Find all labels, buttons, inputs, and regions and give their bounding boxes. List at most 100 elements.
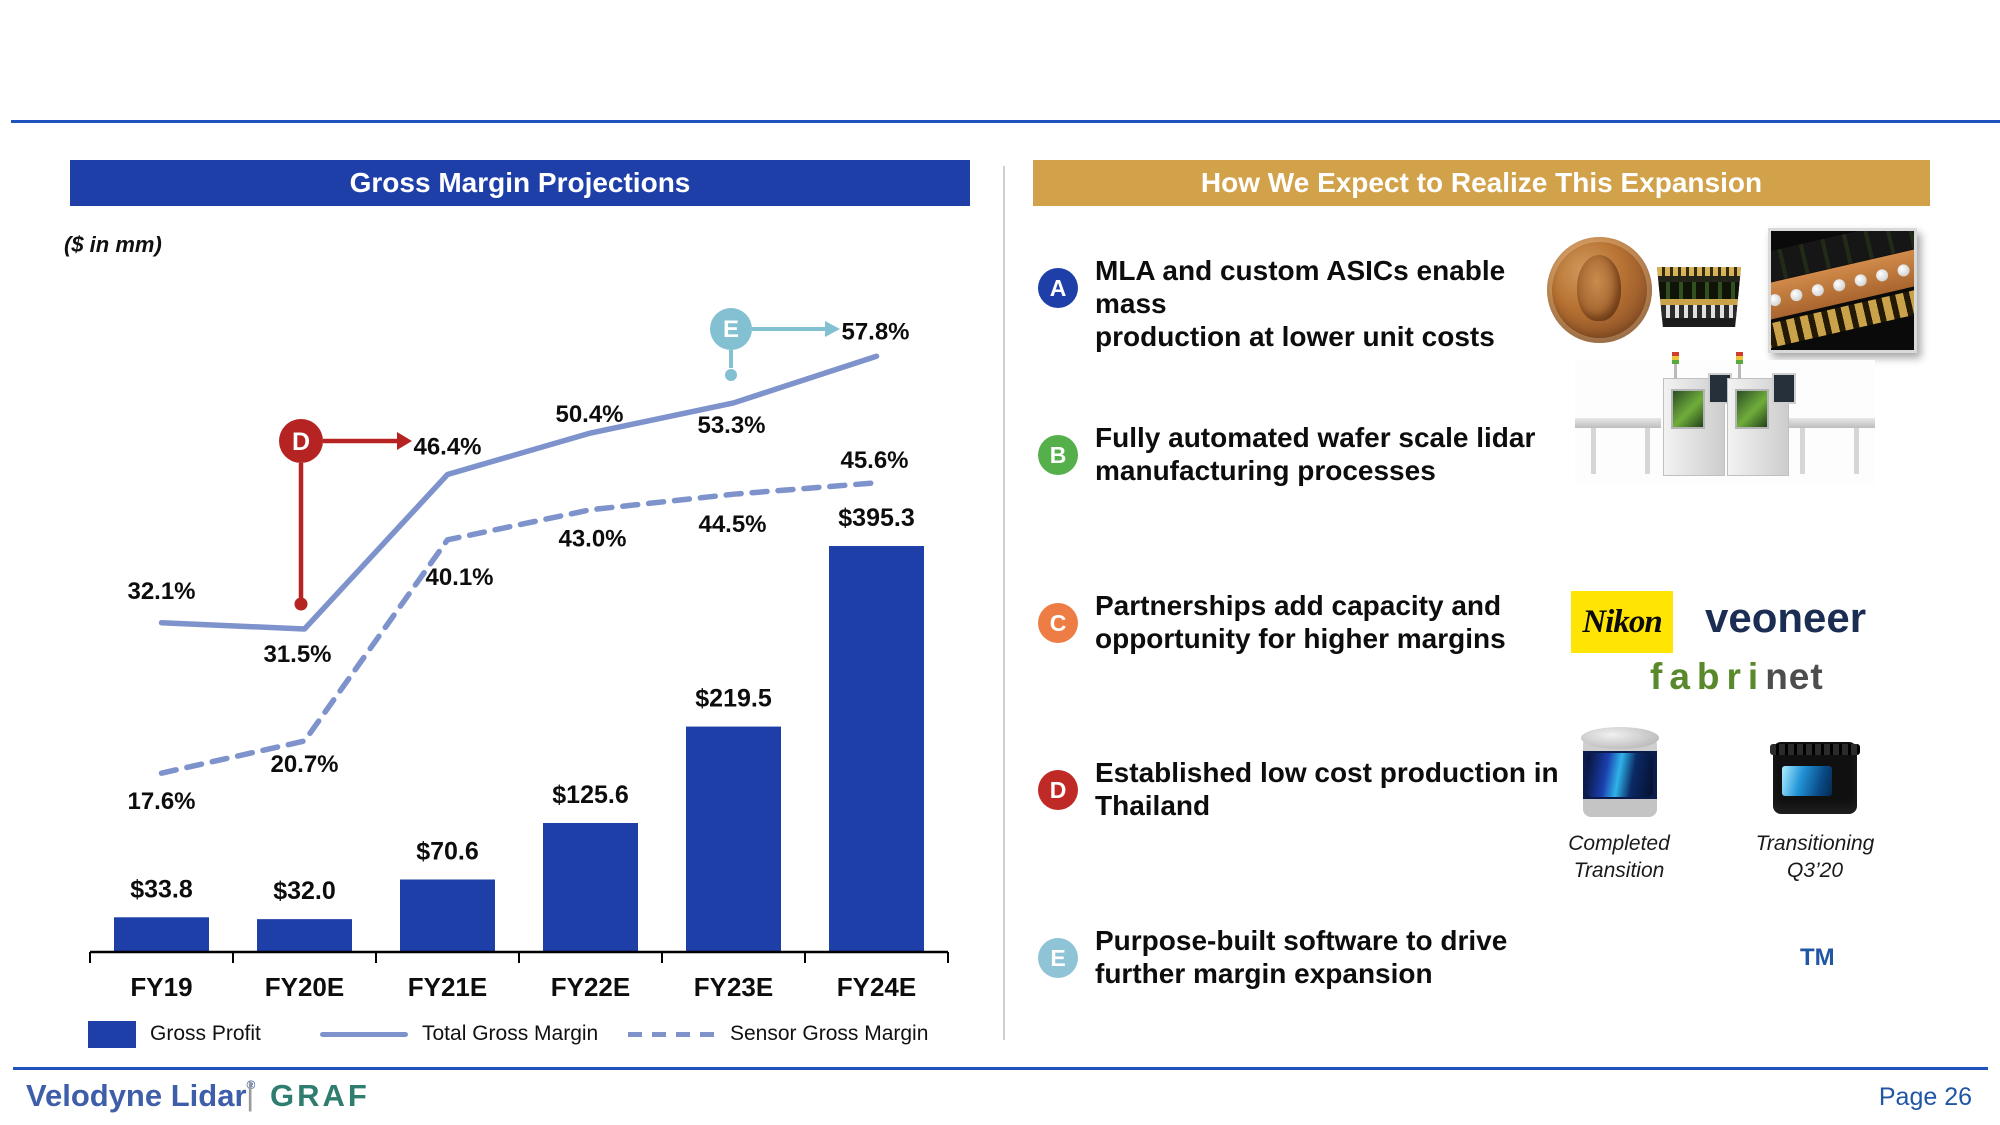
legend-solid-line-swatch bbox=[320, 1031, 408, 1037]
lidar-asic-macro-image bbox=[1768, 228, 1917, 353]
x-axis-category-label: FY20E bbox=[265, 972, 345, 1002]
right-panel-title: How We Expect to Realize This Expansion bbox=[1200, 167, 1763, 198]
marker-e-circle bbox=[710, 308, 752, 350]
marker-e-dot bbox=[725, 369, 737, 381]
sensor-margin-point-label: 45.6% bbox=[840, 447, 908, 474]
sensor-gross-margin-line bbox=[158, 480, 880, 776]
gross-profit-bar bbox=[400, 879, 495, 952]
page-number: Page 26 bbox=[1878, 1083, 1972, 1111]
x-axis-category-label: FY22E bbox=[551, 972, 631, 1002]
nikon-logo: Nikon bbox=[1571, 591, 1673, 653]
sensor-margin-point-label: 40.1% bbox=[425, 564, 493, 591]
item-text-line: opportunity for higher margins bbox=[1095, 623, 1506, 654]
item-text-a: MLA and custom ASICs enable mass product… bbox=[1095, 254, 1565, 353]
badge-letter: C bbox=[1049, 609, 1067, 636]
badge-letter: A bbox=[1049, 274, 1067, 301]
gross-profit-bar bbox=[257, 919, 352, 952]
marker-d-arrowhead bbox=[397, 432, 412, 450]
velarray-image bbox=[1770, 742, 1860, 814]
asic-chip-image bbox=[1657, 267, 1741, 327]
bar-value-label: $219.5 bbox=[695, 685, 772, 713]
x-axis-category-label: FY23E bbox=[694, 972, 774, 1002]
velarray-caption: Transitioning Q3’20 bbox=[1755, 832, 1875, 882]
badge-letter: E bbox=[1050, 944, 1066, 971]
legend-item-total-gross-margin: Total Gross Margin bbox=[320, 1018, 598, 1050]
x-axis-category-label: FY21E bbox=[408, 972, 488, 1002]
left-panel-title: Gross Margin Projections bbox=[349, 167, 691, 198]
veoneer-logo: veoneer bbox=[1705, 594, 1867, 641]
bar-value-label: $70.6 bbox=[416, 837, 479, 865]
item-text-line: production at lower unit costs bbox=[1095, 321, 1495, 352]
item-text-line: Established low cost production in bbox=[1095, 757, 1559, 788]
item-text-line: further margin expansion bbox=[1095, 958, 1433, 989]
gross-profit-bar bbox=[114, 917, 209, 952]
total-margin-point-label: 53.3% bbox=[697, 412, 765, 439]
item-text-b: Fully automated wafer scale lidar manufa… bbox=[1095, 421, 1565, 487]
penny-image bbox=[1547, 237, 1652, 343]
velodyne-lidar-logo: Velodyne Lidar® bbox=[26, 1078, 256, 1113]
left-panel-header: Gross Margin Projections bbox=[70, 160, 970, 206]
footer-logo-divider: | bbox=[246, 1076, 255, 1112]
item-text-line: Thailand bbox=[1095, 790, 1211, 821]
bar-value-label: $395.3 bbox=[838, 504, 914, 532]
item-text-line: MLA and custom ASICs enable mass bbox=[1095, 255, 1506, 319]
item-badge-d: D bbox=[1038, 770, 1078, 810]
sensor-margin-point-label: 44.5% bbox=[698, 511, 766, 538]
badge-letter: B bbox=[1049, 441, 1067, 468]
item-text-line: Fully automated wafer scale lidar bbox=[1095, 422, 1536, 453]
total-margin-point-label: 57.8% bbox=[841, 318, 909, 345]
badge-letter: D bbox=[1049, 776, 1067, 803]
marker-e-arrowhead bbox=[825, 321, 840, 337]
legend-label: Gross Profit bbox=[150, 1022, 261, 1045]
bar-value-label: $33.8 bbox=[130, 875, 193, 903]
sensor-margin-point-label: 20.7% bbox=[270, 751, 338, 778]
sensor-margin-point-label: 43.0% bbox=[558, 526, 626, 553]
total-margin-point-label: 32.1% bbox=[127, 578, 195, 605]
marker-d-letter: D bbox=[292, 428, 310, 456]
marker-d-dot bbox=[294, 597, 308, 611]
item-text-e: Purpose-built software to drive further … bbox=[1095, 924, 1565, 990]
gross-profit-bar bbox=[543, 823, 638, 952]
legend-item-gross-profit: Gross Profit bbox=[88, 1018, 261, 1050]
right-panel-header: How We Expect to Realize This Expansion bbox=[1033, 160, 1930, 206]
gross-profit-bar bbox=[686, 726, 781, 952]
gross-profit-bar bbox=[829, 546, 924, 952]
item-badge-a: A bbox=[1038, 268, 1078, 308]
item-text-line: Partnerships add capacity and bbox=[1095, 590, 1502, 621]
legend-item-sensor-gross-margin: Sensor Gross Margin bbox=[628, 1018, 928, 1050]
panel-divider bbox=[1003, 166, 1005, 1040]
item-badge-b: B bbox=[1038, 435, 1078, 475]
x-axis-category-label: FY19 bbox=[130, 972, 192, 1002]
wafer-fab-machine-image bbox=[1575, 352, 1875, 485]
marker-e-letter: E bbox=[723, 316, 739, 343]
legend-bar-swatch bbox=[88, 1020, 136, 1048]
total-margin-point-label: 31.5% bbox=[263, 641, 331, 668]
puck-caption: Completed Transition bbox=[1568, 832, 1670, 882]
item-badge-e: E bbox=[1038, 938, 1078, 978]
bottom-divider-rule bbox=[13, 1067, 1988, 1070]
total-gross-margin-line bbox=[158, 353, 880, 632]
velodyne-puck-image bbox=[1581, 727, 1659, 823]
item-badge-c: C bbox=[1038, 603, 1078, 643]
item-text-line: Purpose-built software to drive bbox=[1095, 925, 1508, 956]
units-note: ($ in mm) bbox=[64, 232, 162, 257]
fabrinet-logo: fabrinet bbox=[1650, 656, 1824, 697]
bar-value-label: $32.0 bbox=[273, 877, 336, 905]
top-divider-rule bbox=[11, 120, 2000, 123]
graf-logo: GRAF bbox=[270, 1078, 370, 1113]
item-text-line: manufacturing processes bbox=[1095, 455, 1436, 486]
trademark-text: TM bbox=[1800, 944, 1835, 971]
registered-mark: ® bbox=[246, 1078, 256, 1092]
sensor-margin-point-label: 17.6% bbox=[127, 788, 195, 815]
legend-label: Total Gross Margin bbox=[422, 1022, 599, 1045]
total-margin-point-label: 50.4% bbox=[555, 401, 623, 428]
legend-label: Sensor Gross Margin bbox=[730, 1022, 929, 1045]
x-axis-category-label: FY24E bbox=[837, 972, 917, 1002]
item-text-d: Established low cost production in Thail… bbox=[1095, 756, 1565, 822]
penny-lincoln-profile bbox=[1577, 255, 1621, 321]
marker-d-circle bbox=[279, 419, 323, 463]
bar-value-label: $125.6 bbox=[552, 781, 628, 809]
item-text-c: Partnerships add capacity and opportunit… bbox=[1095, 589, 1565, 655]
